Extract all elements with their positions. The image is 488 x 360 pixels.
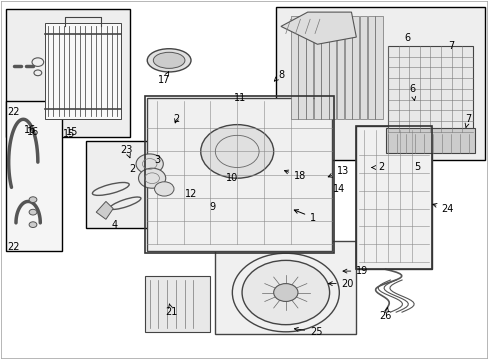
Circle shape [29,209,37,215]
Text: 1: 1 [294,210,316,222]
Bar [356,126,431,269]
Bar [276,7,484,160]
Bar [6,9,130,137]
Circle shape [154,182,174,196]
Text: 2: 2 [371,162,384,172]
Bar [313,16,320,119]
Bar [344,16,351,119]
Text: 12: 12 [184,189,197,199]
Bar [359,16,366,119]
Bar [144,96,334,253]
Text: 13: 13 [327,166,348,177]
Text: 21: 21 [165,304,178,317]
Text: 10: 10 [226,173,238,183]
Circle shape [29,222,37,228]
Text: 11: 11 [233,93,245,103]
Text: 2: 2 [129,164,136,174]
Bar [367,16,374,119]
Bar [375,16,382,119]
Bar [147,98,331,251]
Text: 16: 16 [27,127,39,137]
Text: 23: 23 [121,145,133,158]
Text: 17: 17 [158,72,170,85]
Text: 26: 26 [379,307,391,321]
Ellipse shape [153,52,184,68]
Text: 25: 25 [294,327,322,337]
Text: 24: 24 [432,203,453,213]
Text: 15: 15 [65,127,78,137]
Text: 16: 16 [24,125,37,135]
Text: 15: 15 [63,129,76,139]
Text: 8: 8 [274,69,284,81]
Circle shape [242,260,329,325]
Ellipse shape [147,49,191,72]
Text: 4: 4 [111,220,117,230]
Polygon shape [96,202,113,219]
Circle shape [138,168,165,188]
Circle shape [273,284,297,301]
Text: 18: 18 [284,170,305,181]
Bar [336,16,344,119]
Bar [321,16,328,119]
Bar [356,126,431,269]
Bar [144,276,210,332]
Text: 5: 5 [413,162,419,172]
Circle shape [136,154,163,174]
Text: 6: 6 [408,84,415,100]
Bar [305,16,313,119]
Bar [290,16,297,119]
Bar [328,16,336,119]
Text: 7: 7 [464,114,470,127]
Text: 14: 14 [332,184,345,194]
Circle shape [29,197,37,203]
Text: 7: 7 [447,41,453,51]
Bar [351,16,359,119]
Bar [385,128,474,153]
Text: 20: 20 [328,279,353,289]
Text: 22: 22 [7,242,20,252]
Text: 9: 9 [209,202,216,212]
Circle shape [201,125,273,178]
Bar [387,46,472,132]
Bar [86,141,166,228]
Bar [215,241,356,334]
Text: 22: 22 [7,107,20,117]
Text: 2: 2 [173,114,179,124]
Text: 6: 6 [404,33,409,43]
Bar [298,16,305,119]
Text: 19: 19 [342,266,368,276]
Bar [45,23,120,119]
Text: 3: 3 [154,156,160,165]
Polygon shape [281,12,356,44]
Bar [6,102,62,251]
